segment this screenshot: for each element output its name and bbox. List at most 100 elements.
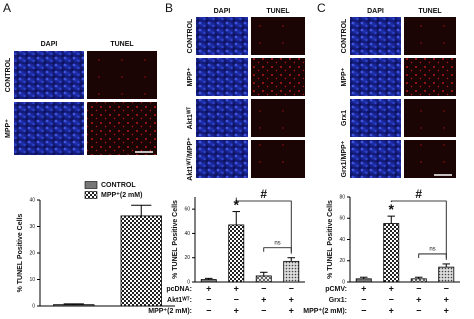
column-label: TUNEL — [418, 8, 442, 15]
column-label: DAPI — [367, 8, 384, 15]
significance-hash: # — [415, 187, 422, 201]
significance-star: * — [389, 201, 395, 217]
condition-sign: − — [206, 305, 211, 315]
bracket — [263, 247, 292, 252]
dapi-image — [196, 58, 248, 96]
condition-sign: + — [389, 283, 394, 293]
ns-label: ns — [274, 240, 280, 246]
panel-label: B — [165, 1, 173, 15]
row-label: Grx1 — [341, 110, 348, 126]
row-label: Akt1ᵂᵀ — [187, 107, 194, 130]
bracket — [390, 200, 447, 260]
dapi-image — [14, 51, 84, 99]
condition-sign: + — [444, 305, 449, 315]
condition-sign: + — [361, 283, 366, 293]
condition-sign: + — [261, 294, 266, 304]
dapi-image — [350, 17, 401, 55]
y-tick-label: 40 — [339, 237, 345, 243]
bracket — [235, 197, 292, 254]
bar — [410, 278, 427, 283]
dapi-image — [350, 99, 401, 137]
tunel-image — [404, 58, 456, 96]
y-tick-label: 20 — [339, 258, 345, 264]
significance-hash: # — [260, 187, 267, 201]
bar — [120, 215, 162, 307]
row-label: CONTROL — [5, 57, 12, 92]
y-tick-label: 10 — [29, 277, 35, 283]
condition-label: Akt1ᵂᵀ: — [167, 297, 192, 304]
dapi-image — [350, 58, 401, 96]
tunel-image — [251, 58, 305, 96]
row-label: MPP⁺ — [341, 67, 348, 86]
y-tick-label: 20 — [29, 250, 35, 256]
y-axis-label: % TUNEL Positive Cells — [172, 200, 179, 279]
bar — [355, 278, 372, 283]
y-tick-label: 80 — [339, 194, 345, 200]
condition-sign: − — [234, 294, 239, 304]
condition-sign: + — [234, 283, 239, 293]
y-axis-label: % TUNEL Positive Cells — [327, 200, 334, 279]
condition-sign: − — [444, 283, 449, 293]
condition-sign: + — [206, 283, 211, 293]
condition-sign: − — [206, 294, 211, 304]
dapi-image — [196, 17, 248, 55]
column-label: TUNEL — [266, 8, 290, 15]
bar — [53, 304, 95, 307]
tunel-image — [87, 102, 157, 155]
column-label: DAPI — [214, 8, 231, 15]
y-tick-label: 60 — [339, 216, 345, 222]
condition-sign: + — [289, 294, 294, 304]
panel-label: A — [3, 1, 11, 15]
bar — [200, 279, 217, 283]
row-label: MPP⁺ — [187, 67, 194, 86]
dapi-image — [14, 102, 84, 155]
condition-label: pcDNA: — [166, 286, 192, 293]
condition-label: Grx1: — [329, 297, 347, 304]
y-tick-label: 0 — [32, 303, 35, 309]
y-tick-label: 30 — [29, 224, 35, 230]
row-label: Akt1ᵂᵀ/MPP⁺ — [187, 137, 194, 181]
column-label: DAPI — [41, 41, 58, 48]
row-label: CONTROL — [187, 18, 194, 53]
condition-sign: + — [444, 294, 449, 304]
condition-label: MPP⁺(2 mM): — [303, 308, 347, 315]
row-label: CONTROL — [341, 18, 348, 53]
y-tick-label: 60 — [184, 206, 190, 212]
dapi-image — [196, 99, 248, 137]
condition-sign: − — [361, 305, 366, 315]
condition-sign: − — [289, 283, 294, 293]
y-tick-label: 20 — [184, 255, 190, 261]
condition-sign: + — [389, 305, 394, 315]
panel-label: C — [317, 1, 326, 15]
condition-sign: − — [261, 305, 266, 315]
condition-label: MPP⁺(2 mM): — [148, 308, 192, 315]
condition-sign: + — [289, 305, 294, 315]
dapi-image — [350, 140, 401, 178]
condition-sign: + — [234, 305, 239, 315]
bar — [255, 275, 272, 283]
tunel-image — [404, 17, 456, 55]
y-axis-label: % TUNEL Positive Cells — [17, 213, 24, 292]
y-tick-label: 40 — [184, 231, 190, 237]
y-tick-label: 0 — [342, 279, 345, 285]
tunel-image — [404, 140, 456, 178]
tunel-image — [87, 51, 157, 99]
bar — [383, 223, 400, 283]
y-tick-label: 0 — [187, 279, 190, 285]
legend-swatch — [84, 181, 98, 189]
condition-label: pCMV: — [325, 286, 347, 293]
y-tick-label: 40 — [29, 197, 35, 203]
significance-star: * — [234, 196, 240, 212]
condition-sign: − — [389, 294, 394, 304]
tunel-image — [404, 99, 456, 137]
tunel-image — [251, 140, 305, 178]
condition-sign: − — [361, 294, 366, 304]
bar — [438, 266, 455, 283]
ns-label: ns — [429, 247, 435, 253]
bar — [228, 224, 245, 283]
row-label: MPP⁺ — [5, 119, 12, 138]
bracket — [418, 253, 447, 258]
legend-label: MPP⁺(2 mM) — [101, 192, 142, 199]
bar — [283, 260, 300, 283]
